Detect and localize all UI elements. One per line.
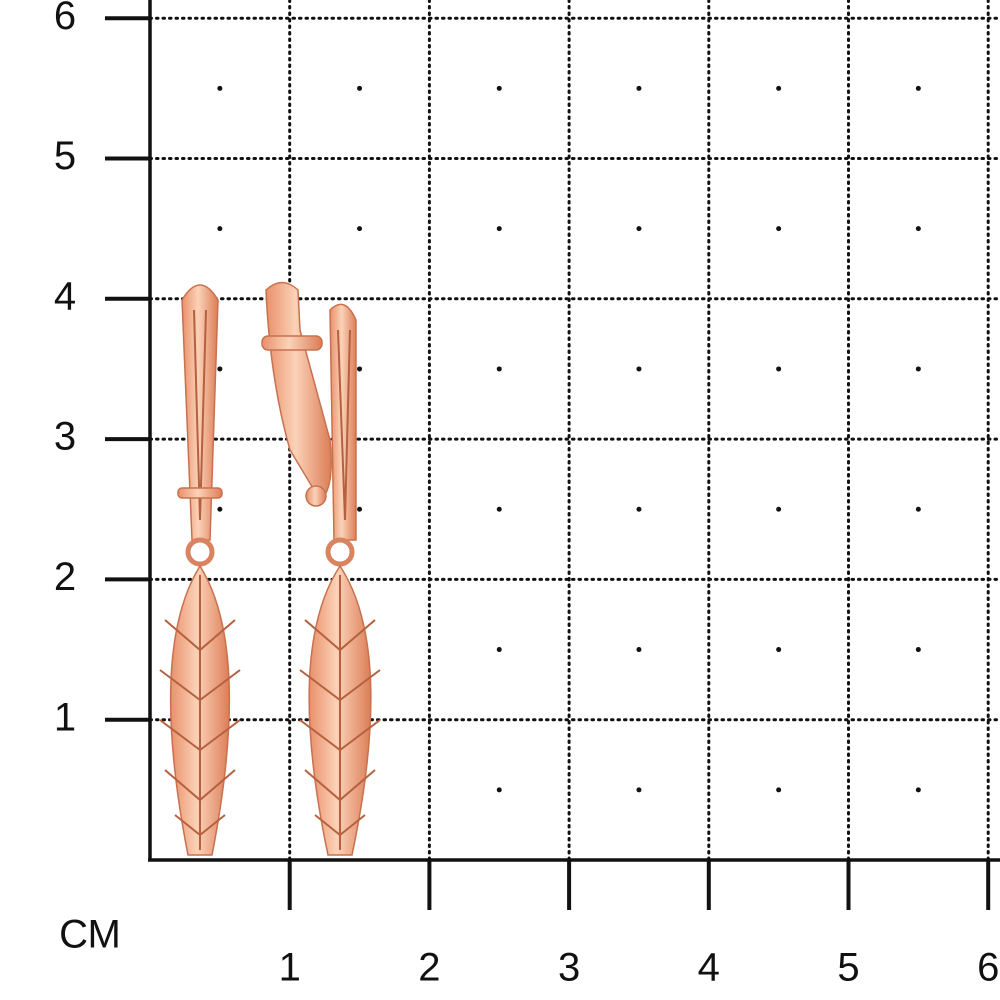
grid-dot (217, 366, 223, 372)
y-tick-label: 5 (54, 134, 76, 178)
grid (148, 0, 1000, 862)
grid-dot (776, 647, 782, 653)
grid-dot (636, 647, 642, 653)
grid-dot (636, 787, 642, 793)
grid-dot (496, 506, 502, 512)
grid-dot (357, 366, 363, 372)
grid-dot (217, 85, 223, 91)
grid-dot (636, 366, 642, 372)
earring-left (159, 284, 241, 856)
grid-dot (915, 647, 921, 653)
grid-dot (776, 506, 782, 512)
y-tick-label: 3 (54, 415, 76, 459)
grid-dot (496, 366, 502, 372)
x-tick-label: 1 (279, 946, 301, 990)
grid-dot (496, 85, 502, 91)
unit-label: СМ (59, 913, 121, 957)
grid-dot (636, 226, 642, 232)
grid-dot (357, 506, 363, 512)
x-tick-label: 4 (698, 946, 720, 990)
grid-dot (776, 85, 782, 91)
grid-dot (776, 366, 782, 372)
grid-dot (496, 787, 502, 793)
grid-dot (496, 647, 502, 653)
grid-dot (915, 366, 921, 372)
x-tick-label: 2 (418, 946, 440, 990)
grid-dot (776, 226, 782, 232)
y-tick-label: 6 (54, 0, 76, 38)
grid-dot (636, 506, 642, 512)
grid-dot (776, 787, 782, 793)
grid-dot (357, 85, 363, 91)
y-tick-label: 4 (54, 274, 76, 318)
grid-dot (915, 226, 921, 232)
grid-dot (496, 226, 502, 232)
x-tick-label: 3 (558, 946, 580, 990)
y-tick-label: 2 (54, 555, 76, 599)
grid-dot (357, 226, 363, 232)
grid-dot (915, 85, 921, 91)
grid-dot (217, 506, 223, 512)
grid-dot (636, 85, 642, 91)
y-tick-label: 1 (54, 695, 76, 739)
x-tick-label: 5 (837, 946, 859, 990)
grid-dot (915, 506, 921, 512)
grid-dot (915, 787, 921, 793)
grid-dot (217, 226, 223, 232)
earring-right (261, 281, 381, 856)
x-tick-label: 6 (977, 946, 999, 990)
